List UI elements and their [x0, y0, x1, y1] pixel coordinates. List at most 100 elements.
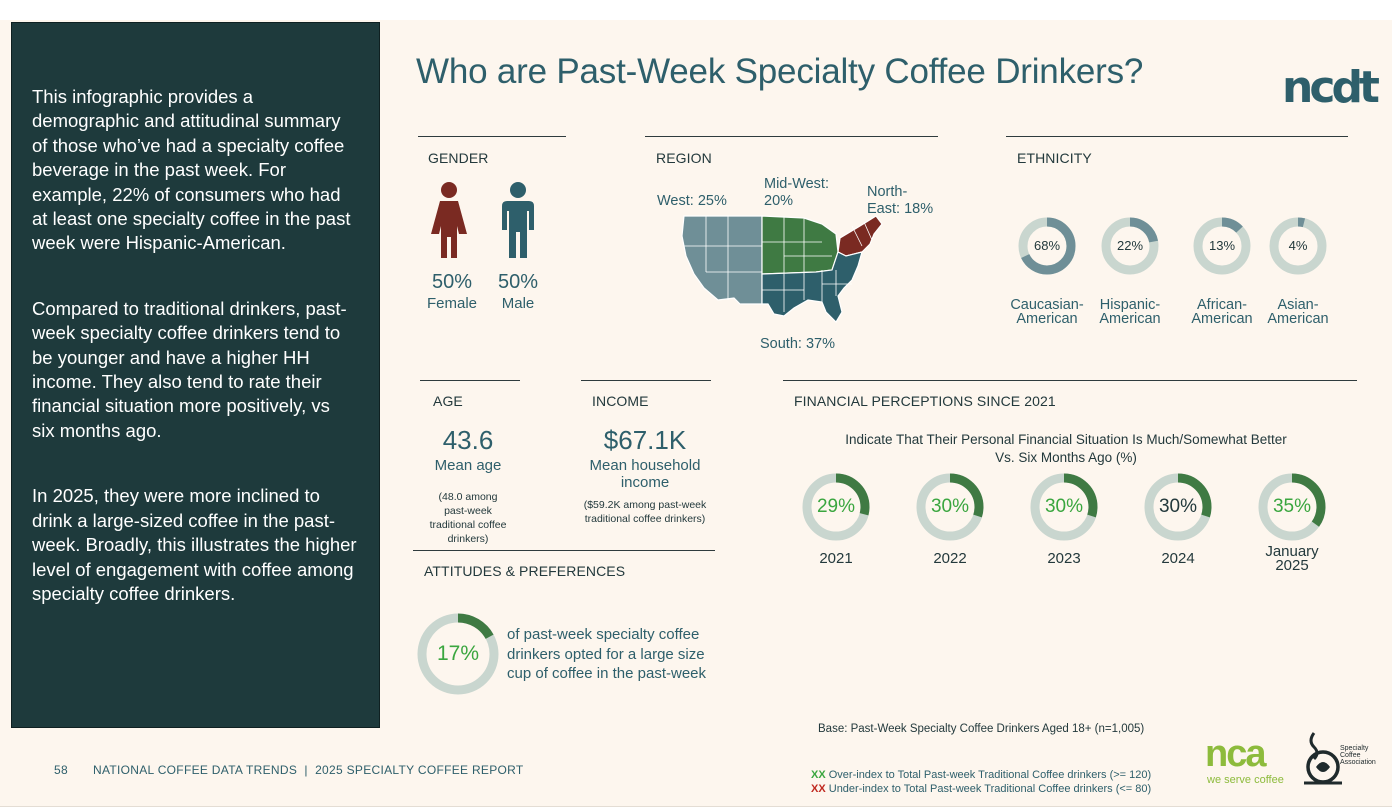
male-pct: 50% — [497, 271, 539, 293]
female-label: Female — [426, 295, 478, 312]
sidebar-paragraph-2: Compared to traditional drinkers, past-w… — [32, 297, 347, 441]
sidebar-paragraph-1: This infographic provides a demographic … — [32, 86, 351, 254]
sca-text-2: Coffee — [1340, 752, 1361, 759]
donut-arc — [417, 613, 499, 695]
divider — [783, 380, 1357, 381]
income-label: INCOME — [592, 393, 649, 409]
income-sub-1: Mean household — [589, 457, 701, 474]
sca-text-3: Association — [1340, 759, 1376, 766]
financial-pct: 30% — [1044, 496, 1084, 517]
nca-logo: nca — [1205, 733, 1267, 775]
financial-pct: 35% — [1272, 496, 1312, 517]
financial-year: 2024 — [1161, 550, 1195, 567]
region-midwest-label-1: Mid-West: — [764, 176, 829, 192]
region-west-label: West: 25% — [657, 193, 727, 209]
under-index-text: Under-index to Total Past-week Tradition… — [825, 783, 1152, 795]
financial-pct: 29% — [816, 496, 856, 517]
region-midwest-label-2: 20% — [764, 193, 794, 209]
map-region-midwest — [761, 215, 839, 275]
sca-text-1: Specialty — [1340, 745, 1369, 752]
ethnicity-label-line-2: American — [1191, 311, 1253, 327]
legend-under-index: XX Under-index to Total Past-week Tradit… — [811, 783, 1151, 795]
donut-arc — [802, 473, 870, 541]
divider — [413, 550, 715, 551]
ethnicity-donut — [1101, 217, 1159, 275]
divider — [581, 380, 711, 381]
donut-arc — [1193, 217, 1251, 275]
divider — [418, 136, 566, 137]
age-note-2: past-week — [444, 505, 492, 517]
ethnicity-label-line-1: African- — [1197, 297, 1247, 313]
age-note-4: drinkers) — [447, 533, 489, 545]
ethnicity-pct: 4% — [1288, 238, 1308, 253]
divider — [420, 380, 520, 381]
income-sub-2: income — [620, 474, 670, 491]
income-value: $67.1K — [603, 425, 687, 455]
financial-donut — [916, 473, 984, 541]
male-icon — [502, 182, 534, 258]
financial-pct: 30% — [930, 496, 970, 517]
female-pct: 50% — [431, 271, 473, 293]
sca-logo-icon — [1304, 732, 1342, 785]
donut-arc — [1144, 473, 1212, 541]
divider — [645, 136, 938, 137]
page-number: 58 — [54, 763, 68, 777]
financial-pct: 30% — [1158, 496, 1198, 517]
ethnicity-label-line-2: American — [1099, 311, 1161, 327]
financial-year: 2021 — [819, 550, 853, 567]
financial-year: 2022 — [933, 550, 967, 567]
male-label: Male — [501, 295, 535, 312]
over-index-mark: XX — [811, 769, 826, 781]
income-note-2: traditional coffee drinkers) — [584, 513, 706, 525]
income-note-1: ($59.2K among past-week — [583, 499, 707, 511]
financial-subtitle-1: Indicate That Their Personal Financial S… — [845, 432, 1287, 447]
financial-subtitle-2: Vs. Six Months Ago (%) — [995, 450, 1137, 465]
region-label: REGION — [656, 150, 712, 166]
donut-arc — [916, 473, 984, 541]
financial-year-line-2: 2025 — [1275, 557, 1309, 574]
ethnicity-label-line-1: Asian- — [1277, 297, 1319, 313]
sidebar-paragraph-3: In 2025, they were more inclined to drin… — [32, 485, 357, 604]
donut-arc — [1030, 473, 1098, 541]
attitudes-text-2: drinkers opted for a large size — [507, 646, 705, 663]
ethnicity-label-line-1: Caucasian- — [1010, 297, 1084, 313]
donut-arc — [1018, 217, 1076, 275]
age-note-3: traditional coffee — [429, 519, 507, 531]
ethnicity-pct: 13% — [1208, 238, 1236, 253]
ethnicity-label-line-2: American — [1016, 311, 1078, 327]
over-index-text: Over-index to Total Past-week Traditiona… — [825, 769, 1152, 781]
map-region-west — [681, 215, 763, 305]
page-title: Who are Past-Week Specialty Coffee Drink… — [416, 52, 1144, 91]
region-northeast-label-1: North- — [867, 184, 908, 200]
age-label: AGE — [433, 393, 463, 409]
sidebar-summary: This infographic provides a demographic … — [11, 22, 380, 728]
legend-over-index: XX Over-index to Total Past-week Traditi… — [811, 769, 1151, 781]
map-region-northeast — [837, 215, 883, 257]
footer-title: NATIONAL COFFEE DATA TRENDS | 2025 SPECI… — [93, 763, 524, 777]
age-value: 43.6 — [442, 425, 494, 455]
ethnicity-donut — [1269, 217, 1327, 275]
us-region-map — [681, 215, 883, 323]
ethnicity-pct: 22% — [1116, 238, 1144, 253]
attitudes-text-3: cup of coffee in the past-week — [507, 665, 707, 682]
nca-tagline: we serve coffee — [1207, 774, 1284, 786]
under-index-mark: XX — [811, 783, 826, 795]
base-note: Base: Past-Week Specialty Coffee Drinker… — [818, 723, 1145, 735]
ethnicity-donut — [1018, 217, 1076, 275]
donut-arc — [1258, 473, 1326, 541]
ethnicity-pct: 68% — [1033, 238, 1061, 253]
attitudes-donut — [417, 613, 499, 695]
financial-year: 2023 — [1047, 550, 1081, 567]
donut-arc — [1101, 217, 1159, 275]
financial-label: FINANCIAL PERCEPTIONS SINCE 2021 — [794, 393, 1056, 409]
ethnicity-label-line-1: Hispanic- — [1099, 297, 1161, 313]
attitudes-pct: 17% — [436, 642, 480, 665]
region-northeast-label-2: East: 18% — [867, 201, 934, 217]
financial-donut — [802, 473, 870, 541]
top-border — [0, 0, 1392, 20]
ethnicity-label-line-2: American — [1267, 311, 1329, 327]
financial-donut — [1258, 473, 1326, 541]
age-sub: Mean age — [434, 457, 502, 474]
financial-donut — [1030, 473, 1098, 541]
financial-donut — [1144, 473, 1212, 541]
